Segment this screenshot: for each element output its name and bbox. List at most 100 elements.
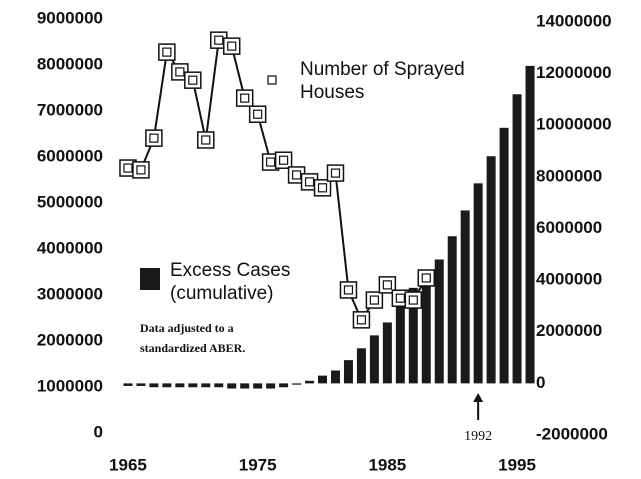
bar bbox=[266, 383, 276, 389]
bar bbox=[253, 383, 263, 389]
marker bbox=[248, 105, 267, 123]
legend-bar-label: Excess Cases (cumulative) bbox=[170, 260, 291, 304]
bar bbox=[473, 183, 483, 384]
bar bbox=[343, 360, 353, 384]
marker bbox=[313, 179, 332, 197]
y2-tick-label: 8000000 bbox=[536, 166, 602, 185]
bar bbox=[240, 383, 250, 389]
x-tick-label: 1975 bbox=[239, 455, 277, 474]
marker bbox=[365, 291, 384, 309]
marker bbox=[222, 37, 241, 55]
bar bbox=[434, 259, 444, 384]
marker-inner bbox=[240, 93, 250, 103]
bar bbox=[460, 210, 470, 384]
marker bbox=[184, 71, 202, 89]
bar bbox=[175, 383, 185, 388]
marker-inner bbox=[330, 168, 341, 178]
bar bbox=[382, 322, 392, 384]
y2-tick-label: 14000000 bbox=[536, 11, 612, 30]
y-tick-label: 1000000 bbox=[37, 376, 103, 395]
marker bbox=[132, 161, 150, 179]
bar bbox=[330, 370, 340, 384]
bar bbox=[305, 380, 315, 384]
x-tick-label: 1985 bbox=[368, 455, 406, 474]
y-tick-label: 6000000 bbox=[37, 146, 103, 165]
marker-inner bbox=[162, 47, 172, 57]
bar bbox=[525, 65, 535, 384]
bar bbox=[486, 156, 496, 384]
marker bbox=[235, 89, 254, 107]
bar bbox=[408, 287, 418, 384]
y2-tick-label: -2000000 bbox=[536, 424, 608, 443]
marker bbox=[352, 311, 371, 329]
bar bbox=[447, 236, 457, 384]
arrow-head bbox=[473, 393, 484, 402]
marker-inner bbox=[395, 293, 405, 303]
bar bbox=[279, 383, 289, 388]
legend-line-marker bbox=[267, 75, 277, 85]
marker bbox=[417, 269, 436, 287]
y-tick-label: 5000000 bbox=[37, 192, 103, 211]
marker-inner bbox=[291, 170, 302, 180]
bar bbox=[162, 383, 172, 388]
marker-inner bbox=[421, 273, 431, 283]
bar bbox=[292, 383, 302, 385]
bar bbox=[201, 383, 211, 388]
x-tick-label: 1995 bbox=[498, 455, 536, 474]
bar bbox=[512, 94, 522, 384]
y-tick-label: 0 bbox=[94, 422, 103, 441]
marker-inner bbox=[266, 157, 276, 167]
annotation: Data adjusted to a standardized ABER. bbox=[140, 321, 246, 355]
bar bbox=[149, 383, 159, 388]
marker-inner bbox=[356, 315, 367, 325]
y2-tick-label: 0 bbox=[536, 373, 545, 392]
bar bbox=[227, 383, 237, 389]
y2-tick-label: 6000000 bbox=[536, 218, 602, 237]
y2-tick-label: 4000000 bbox=[536, 270, 602, 289]
legend-bar-swatch bbox=[140, 268, 160, 290]
bar bbox=[395, 305, 405, 384]
marker-inner bbox=[304, 177, 315, 187]
y-tick-label: 8000000 bbox=[37, 54, 103, 73]
marker bbox=[197, 131, 215, 149]
marker-inner bbox=[317, 183, 328, 193]
marker-inner bbox=[227, 41, 237, 51]
x-tick-label: 1965 bbox=[109, 455, 147, 474]
bar bbox=[356, 348, 366, 384]
marker bbox=[404, 291, 423, 309]
bar bbox=[188, 383, 198, 388]
y-tick-label: 3000000 bbox=[37, 284, 103, 303]
y2-tick-label: 12000000 bbox=[536, 63, 612, 82]
marker-inner bbox=[253, 109, 263, 119]
bar bbox=[421, 269, 431, 384]
marker bbox=[145, 129, 163, 147]
marker bbox=[326, 164, 345, 182]
marker bbox=[158, 43, 176, 61]
bar bbox=[123, 383, 133, 386]
bar bbox=[136, 383, 146, 386]
bar bbox=[214, 383, 224, 388]
y-tick-label: 9000000 bbox=[37, 8, 103, 27]
marker-inner bbox=[188, 75, 198, 85]
bar bbox=[369, 335, 379, 384]
y2-tick-label: 2000000 bbox=[536, 321, 602, 340]
y-tick-label: 4000000 bbox=[37, 238, 103, 257]
marker-inner bbox=[214, 35, 224, 45]
marker-inner bbox=[369, 295, 379, 305]
legend-line-label: Number of Sprayed Houses bbox=[300, 59, 465, 103]
y-tick-label: 2000000 bbox=[37, 330, 103, 349]
bar bbox=[318, 375, 328, 384]
marker-inner bbox=[201, 135, 211, 145]
marker-inner bbox=[123, 163, 133, 173]
marker-inner bbox=[149, 133, 159, 143]
bar bbox=[499, 127, 509, 384]
marker bbox=[339, 281, 358, 299]
y-tick-label: 7000000 bbox=[37, 100, 103, 119]
y2-tick-label: 10000000 bbox=[536, 115, 612, 134]
marker-inner bbox=[279, 155, 289, 165]
marker-inner bbox=[382, 280, 392, 290]
marker-inner bbox=[136, 165, 146, 175]
marker bbox=[274, 151, 293, 169]
